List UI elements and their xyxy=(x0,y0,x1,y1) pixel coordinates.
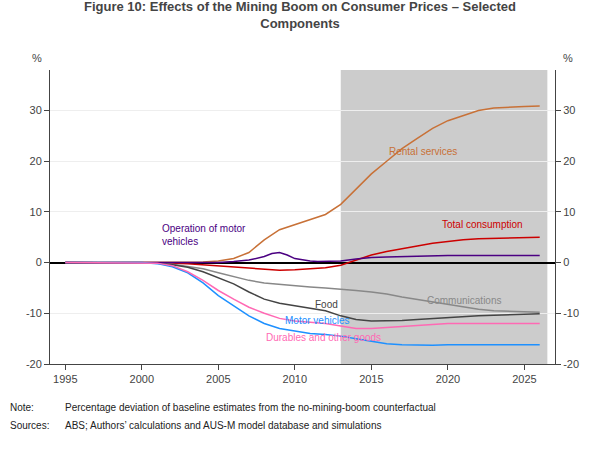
svg-text:%: % xyxy=(32,52,42,64)
svg-text:30: 30 xyxy=(563,104,575,116)
svg-text:2020: 2020 xyxy=(436,373,460,385)
svg-text:-20: -20 xyxy=(26,358,42,370)
svg-text:-10: -10 xyxy=(563,307,579,319)
svg-text:10: 10 xyxy=(563,206,575,218)
svg-text:1995: 1995 xyxy=(53,373,77,385)
svg-text:2000: 2000 xyxy=(130,373,154,385)
svg-text:Communications: Communications xyxy=(427,295,501,306)
svg-text:Percentage deviation of baseli: Percentage deviation of baseline estimat… xyxy=(65,402,436,413)
svg-text:10: 10 xyxy=(30,206,42,218)
svg-text:2010: 2010 xyxy=(283,373,307,385)
svg-text:30: 30 xyxy=(30,104,42,116)
svg-text:0: 0 xyxy=(563,256,569,268)
svg-text:Motor vehicles: Motor vehicles xyxy=(285,315,349,326)
svg-text:-20: -20 xyxy=(563,358,579,370)
svg-text:Total consumption: Total consumption xyxy=(442,219,523,230)
svg-text:-10: -10 xyxy=(26,307,42,319)
svg-text:Note:: Note: xyxy=(10,402,34,413)
svg-text:Sources:: Sources: xyxy=(10,420,49,431)
svg-text:Food: Food xyxy=(315,299,338,310)
svg-text:Figure 10: Effects of the Mini: Figure 10: Effects of the Mining Boom on… xyxy=(84,0,516,31)
svg-text:2005: 2005 xyxy=(206,373,230,385)
svg-text:20: 20 xyxy=(30,155,42,167)
svg-text:2015: 2015 xyxy=(359,373,383,385)
svg-text:Rental services: Rental services xyxy=(389,146,457,157)
svg-text:%: % xyxy=(563,52,573,64)
svg-text:0: 0 xyxy=(36,256,42,268)
svg-text:Durables and other goods: Durables and other goods xyxy=(266,332,381,343)
svg-text:ABS; Authors’ calculations and: ABS; Authors’ calculations and AUS-M mod… xyxy=(65,420,381,431)
svg-text:2025: 2025 xyxy=(512,373,536,385)
svg-text:20: 20 xyxy=(563,155,575,167)
svg-text:Operation of motorvehicles: Operation of motorvehicles xyxy=(162,223,246,247)
